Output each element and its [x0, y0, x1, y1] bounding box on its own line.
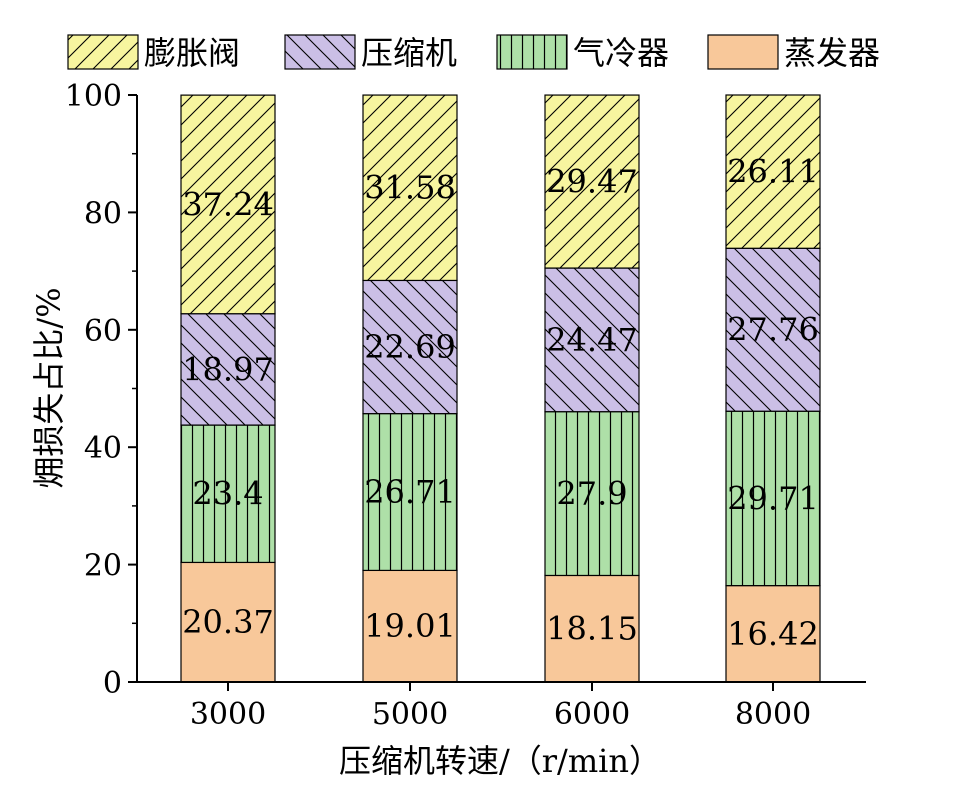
data-label-5000-s2: 22.69 — [364, 328, 456, 366]
bar-segment-3000-s3-hatch — [181, 95, 275, 314]
y-tick-label-80: 80 — [84, 196, 122, 231]
bar-segment-3000-s1-hatch — [181, 425, 275, 563]
legend-swatch-3 — [708, 35, 778, 69]
data-label-5000-s1: 26.71 — [364, 473, 456, 511]
x-tick-label-6000: 6000 — [554, 697, 630, 732]
bar-segment-3000-s2-hatch — [181, 313, 275, 426]
y-tick-label-40: 40 — [84, 431, 122, 466]
y-tick-label-20: 20 — [84, 549, 122, 584]
legend-label-2: 气冷器 — [573, 34, 669, 72]
legend-swatch-outline-0 — [67, 34, 139, 70]
legend-label-3: 蒸发器 — [784, 34, 880, 72]
data-label-5000-s3: 31.58 — [364, 169, 456, 207]
y-tick-label-100: 100 — [65, 79, 122, 114]
bar-segment-6000-s3-outline — [544, 94, 640, 269]
legend-swatch-hatch-0 — [68, 35, 138, 69]
bar-segment-6000-s2-hatch — [545, 268, 639, 412]
x-tick-label-8000: 8000 — [735, 697, 811, 732]
bar-segment-8000-s0 — [726, 585, 820, 682]
legend-swatch-outline-2 — [496, 34, 568, 70]
bar-segment-8000-s3-outline — [725, 94, 821, 249]
data-label-8000-s3: 26.11 — [727, 153, 819, 191]
y-tick-label-60: 60 — [84, 314, 122, 349]
bar-segment-6000-s0 — [545, 575, 639, 682]
data-label-6000-s3: 29.47 — [546, 163, 638, 201]
bar-segment-6000-s3-hatch — [545, 95, 639, 269]
bar-segment-6000-s1-hatch — [545, 411, 639, 576]
x-axis-title: 压缩机转速/（r/min） — [339, 742, 661, 780]
data-label-6000-s1: 27.9 — [556, 475, 627, 513]
bar-segment-8000-s2-hatch — [726, 248, 820, 412]
legend-label-0: 膨胀阀 — [144, 34, 240, 72]
legend-swatch-hatch-1 — [285, 35, 355, 69]
data-label-5000-s0: 19.01 — [364, 607, 456, 645]
data-label-3000-s0: 20.37 — [182, 603, 274, 641]
data-label-6000-s0: 18.15 — [546, 610, 638, 648]
data-label-3000-s2: 18.97 — [182, 350, 274, 388]
data-label-8000-s1: 29.71 — [727, 479, 819, 517]
legend-swatch-outline-3 — [707, 34, 779, 70]
y-axis-title: 㶲损失占比/% — [30, 287, 68, 488]
bar-segment-3000-s0 — [181, 562, 275, 682]
data-label-3000-s3: 37.24 — [182, 185, 274, 223]
bar-segment-5000-s2-hatch — [363, 280, 457, 414]
bar-segment-5000-s3-outline — [362, 94, 458, 282]
bar-segment-5000-s1-hatch — [363, 413, 457, 571]
bar-segment-8000-s3-hatch — [726, 95, 820, 249]
legend-swatch-hatch-2 — [497, 35, 567, 69]
legend-swatch-outline-1 — [284, 34, 356, 70]
bar-segment-3000-s3-outline — [180, 94, 276, 315]
x-tick-label-5000: 5000 — [372, 697, 448, 732]
data-label-8000-s0: 16.42 — [727, 615, 819, 653]
bar-segment-5000-s0 — [363, 570, 457, 682]
data-label-8000-s2: 27.76 — [727, 311, 819, 349]
data-label-6000-s2: 24.47 — [546, 321, 638, 359]
bar-segment-5000-s3-hatch — [363, 95, 457, 281]
x-tick-label-3000: 3000 — [190, 697, 266, 732]
y-tick-label-0: 0 — [103, 666, 122, 701]
bar-segment-8000-s1-hatch — [726, 411, 820, 586]
legend-label-1: 压缩机 — [361, 34, 457, 72]
data-label-3000-s1: 23.4 — [192, 475, 263, 513]
